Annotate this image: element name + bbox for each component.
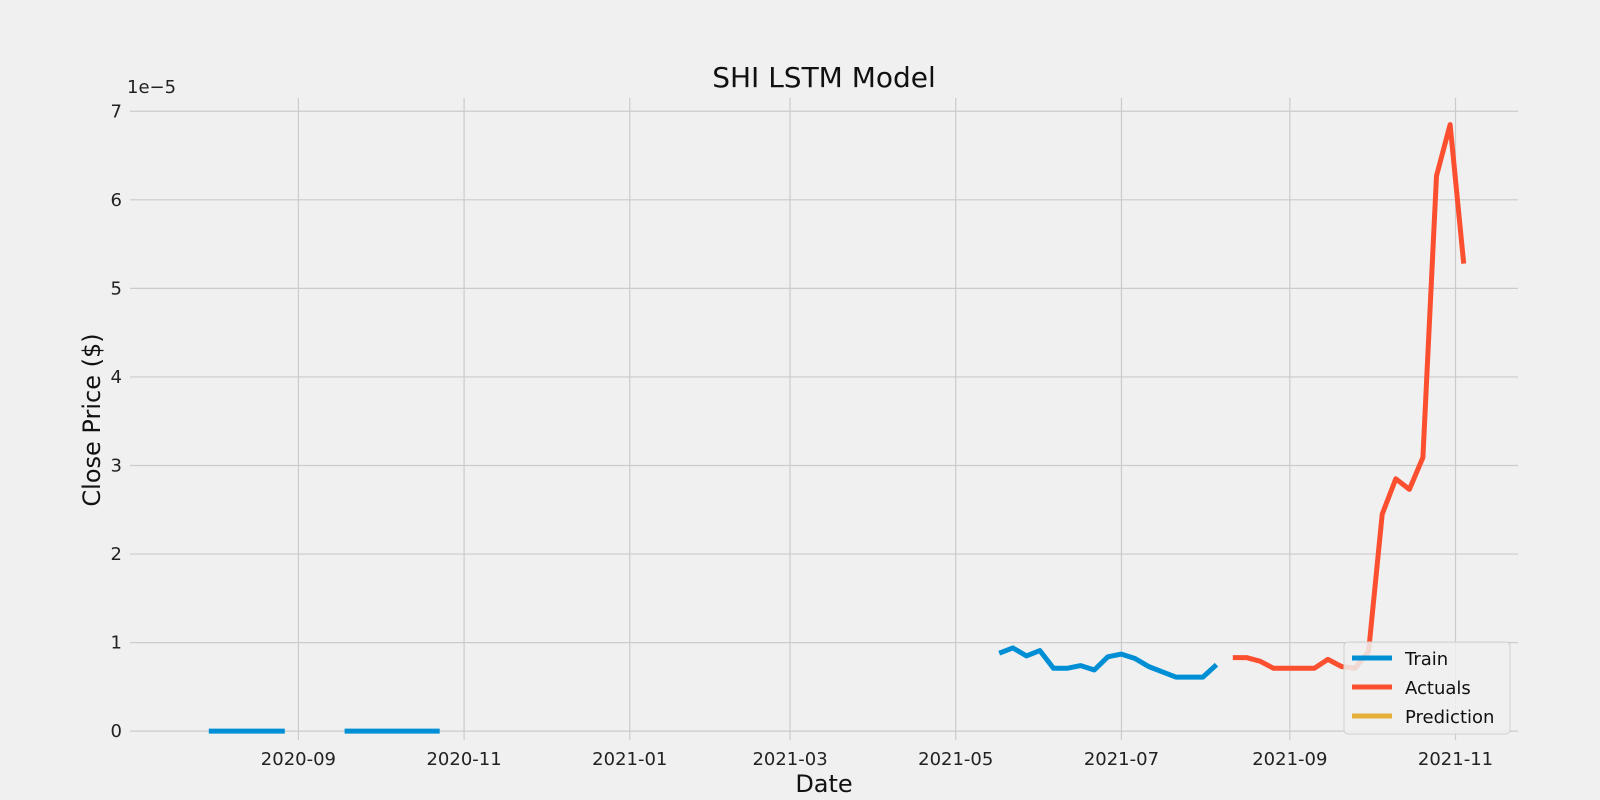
series-line: [1232, 122, 1467, 671]
y-tick-label: 7: [111, 101, 122, 122]
x-tick-label: 2020-11: [426, 749, 501, 770]
legend: Train Actuals Prediction: [1343, 641, 1511, 735]
y-tick-label: 1: [111, 633, 122, 654]
y-tick-label: 3: [111, 455, 122, 476]
x-axis-label: Date: [795, 770, 852, 798]
legend-label: Prediction: [1405, 707, 1494, 728]
chart-title: SHI LSTM Model: [712, 61, 936, 94]
y-tick-label: 4: [111, 367, 122, 388]
x-tick-label: 2021-09: [1252, 749, 1327, 770]
y-tick-label: 6: [111, 190, 122, 211]
x-tick-label: 2021-11: [1418, 749, 1493, 770]
legend-box: [1343, 641, 1511, 735]
y-axis-label: Close Price ($): [78, 333, 106, 506]
tick-labels: 2020-09 2020-11 2021-01 2021-03 2021-05 2021-…: [111, 101, 1494, 770]
y-tick-label: 5: [111, 278, 122, 299]
x-tick-label: 2021-07: [1084, 749, 1159, 770]
x-tick-label: 2021-03: [752, 749, 827, 770]
series-layer: [208, 122, 1467, 734]
y-tick-label: 0: [111, 721, 122, 742]
legend-label: Actuals: [1405, 678, 1471, 699]
x-tick-label: 2021-01: [592, 749, 667, 770]
x-tick-label: 2021-05: [918, 749, 993, 770]
grid: [130, 98, 1518, 740]
x-tick-label: 2020-09: [261, 749, 336, 770]
y-tick-label: 2: [111, 544, 122, 565]
y-offset-label: 1e−5: [127, 77, 176, 98]
series-line: [998, 645, 1219, 680]
legend-label: Train: [1404, 649, 1448, 670]
series-actuals: [1232, 122, 1467, 671]
series-train: [208, 645, 1219, 734]
